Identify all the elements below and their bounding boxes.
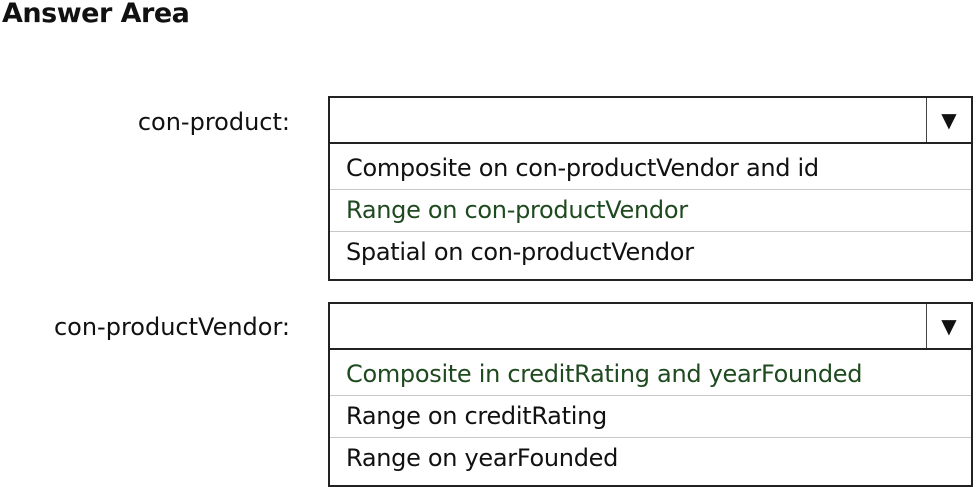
option-spatial[interactable]: Spatial on con-productVendor — [330, 231, 971, 273]
answer-area-title: Answer Area — [2, 0, 190, 29]
con-productvendor-dropdown[interactable]: ▼ Composite in creditRating and yearFoun… — [328, 302, 973, 487]
option-range[interactable]: Range on con-productVendor — [330, 189, 971, 231]
con-product-label: con-product: — [137, 108, 290, 136]
con-productvendor-select[interactable]: ▼ — [330, 304, 971, 350]
option-composite[interactable]: Composite on con-productVendor and id — [346, 154, 819, 182]
option-composite[interactable]: Composite in creditRating and yearFounde… — [346, 360, 863, 388]
con-product-dropdown[interactable]: ▼ Composite on con-productVendor and id … — [328, 96, 973, 281]
chevron-down-icon[interactable]: ▼ — [926, 304, 971, 348]
con-product-select[interactable]: ▼ — [330, 98, 971, 144]
option-range-yearfounded[interactable]: Range on yearFounded — [330, 437, 971, 479]
chevron-down-icon[interactable]: ▼ — [926, 98, 971, 142]
options-list: Composite in creditRating and yearFounde… — [330, 350, 971, 485]
option-range-creditrating[interactable]: Range on creditRating — [330, 395, 971, 437]
options-list: Composite on con-productVendor and id Ra… — [330, 144, 971, 279]
con-productvendor-label: con-productVendor: — [53, 313, 290, 341]
